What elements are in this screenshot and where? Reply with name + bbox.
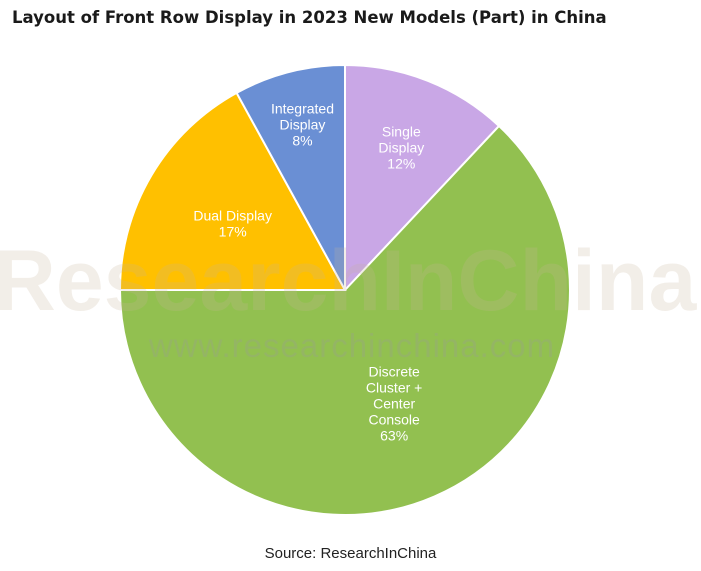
slice-label-line: Dual Display [193, 208, 272, 224]
slice-label-line: Display [378, 140, 424, 156]
slice-label-line: Single [382, 124, 421, 140]
slice-label-line: 63% [380, 428, 408, 444]
slice-label-line: Discrete [368, 364, 420, 380]
slice-label: Single Display 12% [378, 124, 424, 172]
slice-label-line: Console [368, 412, 420, 428]
pie-chart: ResearchInChina www.researchinchina.com … [0, 63, 697, 516]
slice-label-line: Cluster + [366, 380, 422, 396]
pie-slices [118, 63, 571, 516]
slice-label-line: Display [280, 116, 326, 132]
slice-label-line: Center [373, 396, 415, 412]
pie-slice [118, 124, 571, 516]
pie-slice [118, 91, 347, 291]
watermark-url: www.researchinchina.com [148, 327, 555, 364]
pie-slice [235, 63, 346, 291]
slice-label-line: 12% [387, 156, 415, 172]
chart-title: Layout of Front Row Display in 2023 New … [12, 8, 607, 27]
watermark-brand: ResearchInChina [0, 233, 697, 329]
slice-label-line: 17% [219, 224, 247, 240]
slice-label-line: Integrated [271, 100, 334, 116]
slice-label-line: 8% [292, 132, 312, 148]
slice-label: Discrete Cluster + Center Console 63% [366, 364, 422, 444]
pie-slice [344, 63, 501, 293]
slice-label: Dual Display 17% [193, 208, 272, 240]
source-note: Source: ResearchInChina [264, 545, 437, 562]
slice-label: Integrated Display 8% [271, 100, 334, 148]
slice-labels: Single Display 12%Discrete Cluster + Center C… [193, 100, 424, 443]
watermark: ResearchInChina www.researchinchina.com [0, 233, 697, 364]
